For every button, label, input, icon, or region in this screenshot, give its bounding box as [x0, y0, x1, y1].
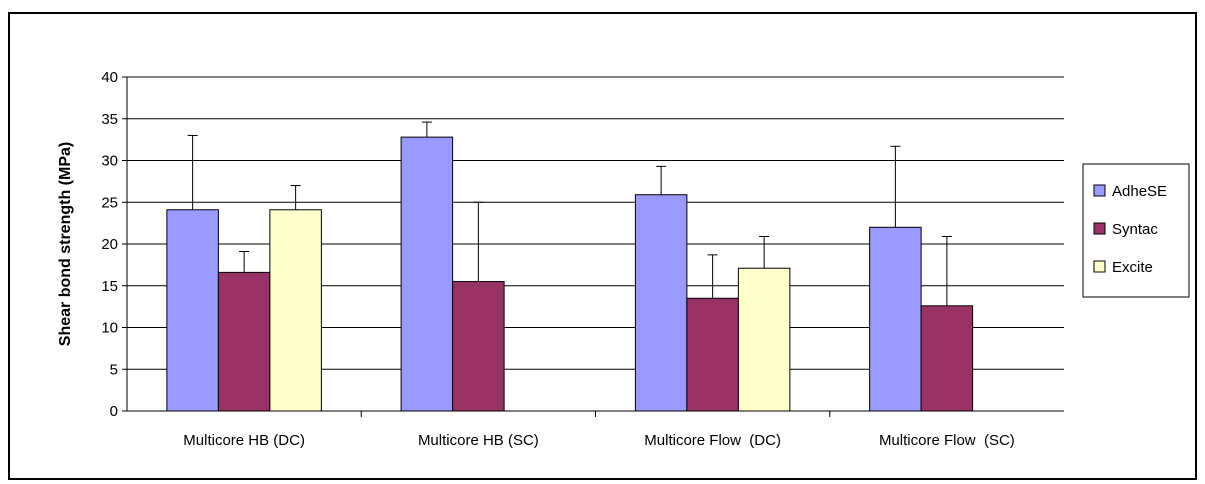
legend: AdheSE Syntac Excite — [1082, 163, 1190, 298]
legend-label-adhese: AdheSE — [1112, 183, 1167, 200]
bar-excite — [737, 267, 791, 412]
y-tick-labels: 0 5 10 15 20 25 30 35 40 — [101, 69, 118, 420]
x-category-label: Multicore Flow (DC) — [644, 432, 781, 449]
bar-adhese — [869, 226, 922, 412]
bar-syntac — [217, 271, 271, 412]
y-tick-label-40: 40 — [101, 69, 118, 86]
x-category-label: Multicore HB (SC) — [418, 432, 539, 449]
y-axis-label: Shear bond strength (MPa) — [57, 142, 74, 346]
bar-syntac — [686, 297, 739, 412]
bar-adhese — [166, 209, 219, 412]
bar-syntac — [920, 305, 974, 412]
legend-swatch-excite — [1093, 260, 1106, 273]
bar-excite — [269, 209, 322, 412]
legend-swatch-syntac — [1093, 222, 1106, 235]
x-category-labels: Multicore HB (DC) Multicore HB (SC) Multic… — [183, 432, 1015, 449]
error-bars — [187, 121, 952, 306]
x-category-label: Multicore HB (DC) — [183, 432, 305, 449]
legend-label-syntac: Syntac — [1112, 221, 1158, 238]
bars — [166, 136, 974, 412]
bar-syntac — [452, 281, 505, 412]
y-tick-label-5: 5 — [110, 361, 118, 378]
x-category-label: Multicore Flow (SC) — [879, 432, 1015, 449]
bar-adhese — [400, 136, 454, 412]
y-tick-label-30: 30 — [101, 153, 118, 170]
legend-label-excite: Excite — [1112, 259, 1153, 276]
y-tick-label-15: 15 — [101, 278, 118, 295]
y-tick-label-10: 10 — [101, 320, 118, 337]
y-tick-label-25: 25 — [101, 194, 118, 211]
legend-swatch-adhese — [1093, 184, 1106, 197]
y-tick-label-0: 0 — [110, 403, 118, 420]
y-tick-label-20: 20 — [101, 236, 118, 253]
bar-adhese — [634, 194, 688, 412]
y-tick-label-35: 35 — [101, 111, 118, 128]
